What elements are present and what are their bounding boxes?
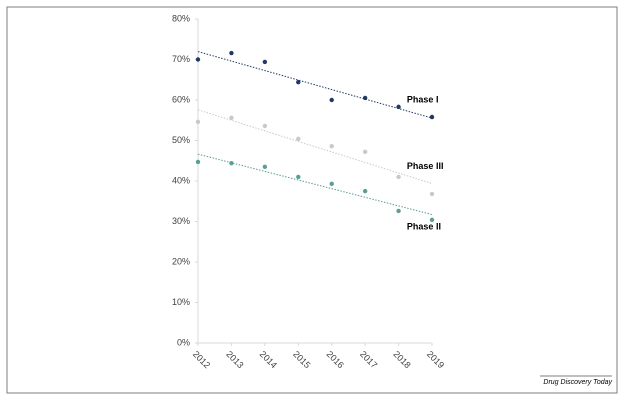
point bbox=[262, 59, 268, 65]
x-tick-label: 2013 bbox=[224, 349, 245, 370]
y-tick-label: 0% bbox=[177, 337, 190, 347]
point bbox=[262, 123, 268, 129]
point bbox=[296, 174, 301, 180]
point bbox=[229, 50, 234, 56]
point bbox=[429, 114, 435, 120]
point bbox=[296, 136, 301, 142]
y-tick-label: 30% bbox=[172, 216, 190, 226]
y-tick-label: 50% bbox=[172, 135, 190, 145]
point bbox=[229, 160, 234, 166]
x-tick-label: 2019 bbox=[425, 349, 446, 370]
point bbox=[429, 191, 435, 197]
x-tick-label: 2015 bbox=[291, 349, 312, 370]
point bbox=[396, 208, 401, 214]
y-tick-label: 20% bbox=[172, 256, 190, 266]
y-tick-label: 40% bbox=[172, 175, 190, 185]
x-tick-label: 2016 bbox=[325, 349, 346, 370]
y-tick-label: 60% bbox=[172, 94, 190, 104]
frame bbox=[6, 6, 618, 394]
point bbox=[329, 143, 334, 149]
point bbox=[195, 159, 201, 165]
point bbox=[195, 57, 201, 62]
point bbox=[229, 115, 234, 121]
point bbox=[396, 104, 401, 110]
source: Drug Discovery Today bbox=[543, 379, 612, 386]
series-label: Phase II bbox=[407, 221, 441, 231]
point bbox=[396, 174, 401, 180]
x-tick-label: 2018 bbox=[391, 349, 412, 370]
series-label: Phase III bbox=[407, 161, 444, 171]
y-tick-label: 10% bbox=[172, 297, 190, 307]
x-tick-label: 2012 bbox=[191, 349, 212, 370]
x-tick-label: 2017 bbox=[358, 349, 379, 370]
x-tick-label: 2014 bbox=[258, 349, 279, 370]
series-label: Phase I bbox=[407, 94, 439, 104]
trend-line bbox=[197, 109, 433, 185]
point bbox=[262, 164, 268, 170]
point bbox=[329, 181, 334, 187]
point bbox=[362, 188, 368, 194]
y-tick-label: 70% bbox=[172, 54, 190, 64]
point bbox=[195, 119, 201, 125]
y-tick-label: 80% bbox=[172, 13, 190, 23]
point bbox=[362, 149, 368, 155]
point bbox=[362, 95, 368, 101]
point bbox=[296, 79, 301, 85]
trend-line bbox=[197, 153, 433, 215]
point bbox=[429, 217, 435, 223]
point bbox=[329, 97, 334, 103]
